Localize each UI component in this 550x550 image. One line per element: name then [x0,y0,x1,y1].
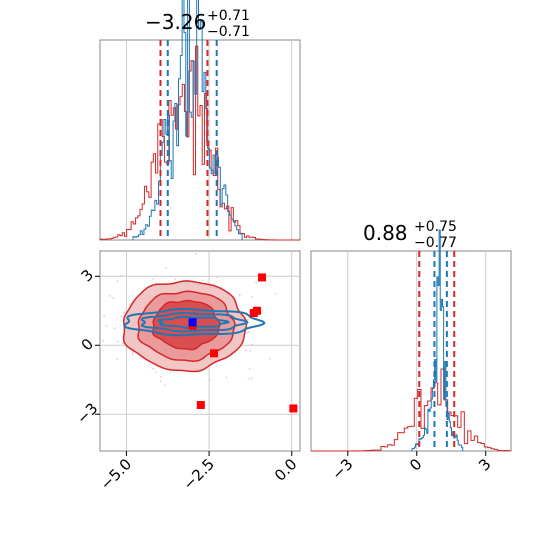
scatter-point [225,376,228,379]
scatter-point [103,314,105,317]
scatter-point [132,353,134,356]
grid-lines [100,40,487,451]
title-param-1: −3.26 [145,10,206,34]
title-param-2: 0.88 [363,221,408,245]
y-tick-label: 0 [78,335,97,354]
scatter-point [113,327,116,330]
red-marker [289,404,298,413]
red-marker [210,349,219,358]
scatter-point [116,358,119,361]
scatter-point [251,343,254,346]
histogram-x-red [99,45,301,241]
scatter-point [139,356,142,359]
histogram-y-blue [411,229,464,451]
histogram-y-red [311,368,512,452]
scatter-point [299,327,300,330]
scatter-point [194,252,197,255]
scatter-point [250,377,253,380]
scatter-point [269,358,272,360]
title-param-1-minus: −0.71 [207,24,250,40]
scatter-point [247,331,250,333]
histogram-x [99,0,301,241]
scatter-point [122,342,125,345]
contour-red-inner [151,299,221,351]
scatter-point [249,349,252,352]
scatter-point [30,380,32,382]
histogram-y-panel [310,250,512,452]
scatter-point [159,375,162,378]
red-marker [196,401,205,410]
scatter-point [112,296,114,299]
scatter-contours [30,252,300,413]
scatter-point [119,274,122,277]
histogram-x-blue [132,0,243,240]
histogram-x-panel [99,39,301,241]
scatter-point [251,295,254,298]
scatter-point [246,318,249,321]
x-tick-label: 0 [406,455,425,474]
scatter-point [165,267,168,270]
scatter-point [163,384,166,387]
title-param-2-plus: +0.75 [414,219,457,235]
scatter-point [274,292,277,295]
x-tick-label: 0.0 [271,455,301,485]
scatter-point [169,371,172,374]
scatter-point [105,325,108,327]
y-tick-label: 3 [78,266,97,285]
scatter-point [131,351,134,354]
title-param-1-plus: +0.71 [207,8,250,24]
contour-blue-mid [140,312,249,333]
red-marker [257,273,266,282]
scatter-point [122,312,125,314]
scatter-point [152,277,155,280]
scatter-point [255,281,258,284]
x-tick-label: −3 [328,455,356,483]
scatter-point [108,295,111,297]
scatter-point [129,303,132,306]
scatter-point [208,378,211,381]
scatter-point [152,368,154,370]
scatter-point [238,293,241,296]
blue-marker [188,318,197,327]
scatter-point [160,380,162,383]
scatter-point [116,340,119,343]
x-tick-label: 3 [475,455,494,474]
scatter-point [154,371,157,373]
scatter-point [174,278,177,281]
scatter-point [216,276,218,279]
scatter-point [120,315,123,318]
scatter-point [102,339,105,342]
scatter-plot-area [30,252,300,413]
scatter-point [248,378,251,380]
scatter-point [201,279,204,282]
contour-blue-inner [157,316,230,329]
scatter-point [116,280,119,282]
red-marker [249,309,258,318]
scatter-point [244,349,247,352]
x-tick-label: −5.0 [97,455,135,493]
title-param-2-minus: −0.77 [414,235,457,251]
histogram-y [311,229,512,452]
contour-blue-outer [123,308,266,337]
y-tick-label: −3 [73,399,101,427]
scatter-point [248,368,251,370]
x-tick-label: −2.5 [179,455,217,493]
